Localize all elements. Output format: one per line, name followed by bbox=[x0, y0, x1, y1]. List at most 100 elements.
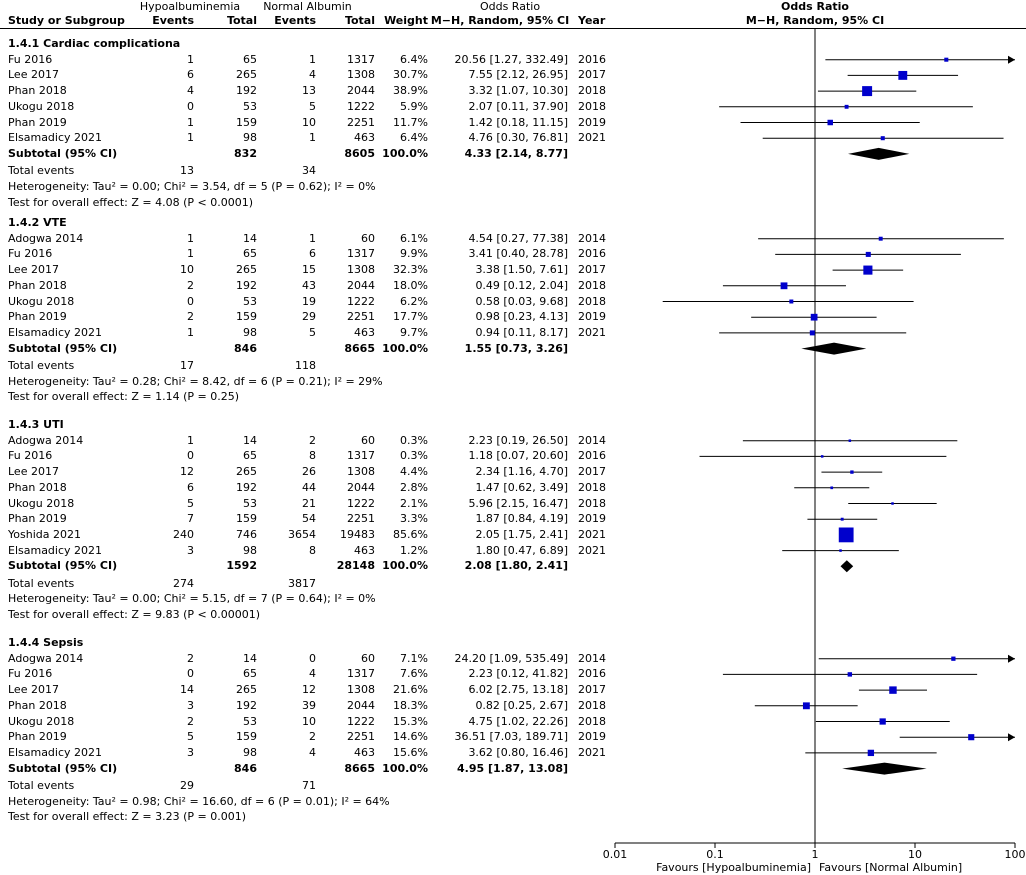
study-square bbox=[809, 330, 815, 336]
total1-cell: 265 bbox=[236, 683, 257, 697]
or-ci-cell: 1.87 [0.84, 4.19] bbox=[475, 512, 568, 526]
or-ci-cell: 2.23 [0.12, 41.82] bbox=[468, 667, 568, 681]
weight-cell: 15.3% bbox=[393, 714, 428, 728]
study-name: Phan 2018 bbox=[8, 698, 67, 712]
weight-cell: 17.7% bbox=[393, 310, 428, 324]
weight-cell: 85.6% bbox=[393, 527, 428, 541]
study-square bbox=[827, 119, 833, 126]
total-events-label: Total events bbox=[8, 576, 75, 590]
study-square bbox=[820, 455, 824, 458]
events1-cell: 5 bbox=[187, 730, 194, 744]
total1-cell: 192 bbox=[236, 698, 257, 712]
total-events-label: Total events bbox=[8, 358, 75, 372]
pooled-diamond bbox=[840, 560, 854, 573]
weight-cell: 30.7% bbox=[393, 68, 428, 82]
total1-cell: 159 bbox=[236, 115, 257, 129]
total1-cell: 265 bbox=[236, 68, 257, 82]
study-name: Lee 2017 bbox=[8, 683, 59, 697]
events2-cell: 5 bbox=[309, 99, 316, 113]
study-name: Yoshida 2021 bbox=[8, 527, 81, 541]
study-name: Ukogu 2018 bbox=[8, 99, 75, 113]
events2-cell: 2 bbox=[309, 433, 316, 447]
or-ci-cell: 4.54 [0.27, 77.38] bbox=[468, 231, 568, 245]
total-events2: 3817 bbox=[288, 576, 316, 590]
study-name: Adogwa 2014 bbox=[8, 651, 84, 665]
total1-cell: 65 bbox=[243, 247, 257, 261]
heterogeneity-text: Heterogeneity: Tau² = 0.00; Chi² = 3.54,… bbox=[8, 179, 376, 193]
study-name: Elsamadicy 2021 bbox=[8, 325, 103, 339]
subtotal-or-ci: 4.95 [1.87, 13.08] bbox=[457, 761, 568, 775]
year-cell: 2018 bbox=[578, 496, 606, 510]
events1-cell: 3 bbox=[187, 745, 194, 759]
year-cell: 2018 bbox=[578, 698, 606, 712]
or-ci-cell: 0.82 [0.25, 2.67] bbox=[475, 698, 568, 712]
events1-cell: 7 bbox=[187, 512, 194, 526]
total-events2: 34 bbox=[302, 164, 316, 178]
overall-effect-text: Test for overall effect: Z = 9.83 (P < 0… bbox=[8, 607, 260, 621]
subtotal-total2: 8605 bbox=[344, 146, 375, 160]
study-square bbox=[848, 439, 852, 442]
events1-cell: 3 bbox=[187, 698, 194, 712]
study-square bbox=[865, 251, 871, 257]
events1-cell: 0 bbox=[187, 449, 194, 463]
total1-cell: 14 bbox=[243, 231, 257, 245]
study-square bbox=[862, 86, 873, 97]
year-cell: 2014 bbox=[578, 231, 606, 245]
x-tick-label: 0.01 bbox=[603, 848, 628, 861]
total1-cell: 192 bbox=[236, 84, 257, 98]
study-table: 1.4.1 Cardiac complicationa Fu 2016 1 65 1 13… bbox=[8, 37, 606, 824]
events2-cell: 39 bbox=[302, 698, 316, 712]
overall-effect-text: Test for overall effect: Z = 3.23 (P = 0… bbox=[8, 810, 246, 824]
study-name: Phan 2019 bbox=[8, 512, 67, 526]
or-ci-cell: 24.20 [1.09, 535.49] bbox=[454, 651, 568, 665]
study-square bbox=[780, 282, 788, 290]
total2-cell: 1317 bbox=[347, 667, 375, 681]
year-cell: 2016 bbox=[578, 247, 606, 261]
year-cell: 2016 bbox=[578, 449, 606, 463]
study-name: Elsamadicy 2021 bbox=[8, 131, 103, 145]
study-square bbox=[844, 104, 849, 109]
total2-cell: 1308 bbox=[347, 465, 375, 479]
events2-cell: 0 bbox=[309, 651, 316, 665]
study-square bbox=[830, 486, 834, 490]
weight-cell: 0.3% bbox=[400, 433, 428, 447]
total2-cell: 2044 bbox=[347, 698, 375, 712]
year-cell: 2019 bbox=[578, 115, 606, 129]
study-square bbox=[840, 517, 844, 521]
total1-cell: 53 bbox=[243, 714, 257, 728]
or-ci-cell: 2.34 [1.16, 4.70] bbox=[475, 465, 568, 479]
or-ci-cell: 5.96 [2.15, 16.47] bbox=[468, 496, 568, 510]
events1-cell: 240 bbox=[173, 527, 194, 541]
study-square bbox=[863, 265, 873, 275]
year-cell: 2017 bbox=[578, 465, 606, 479]
weight-cell: 2.8% bbox=[400, 480, 428, 494]
total1-cell: 98 bbox=[243, 543, 257, 557]
events2-cell: 2 bbox=[309, 730, 316, 744]
events1-cell: 4 bbox=[187, 84, 194, 98]
study-square bbox=[880, 136, 885, 141]
total1-cell: 192 bbox=[236, 480, 257, 494]
subtotal-weight: 100.0% bbox=[382, 559, 428, 573]
total1-cell: 14 bbox=[243, 651, 257, 665]
subtotal-weight: 100.0% bbox=[382, 341, 428, 355]
weight-header: Weight bbox=[384, 14, 428, 27]
total2-header: Total bbox=[344, 14, 375, 27]
year-cell: 2021 bbox=[578, 745, 606, 759]
events1-cell: 3 bbox=[187, 543, 194, 557]
year-cell: 2017 bbox=[578, 263, 606, 277]
events2-cell: 4 bbox=[309, 745, 316, 759]
total-events1: 29 bbox=[180, 778, 194, 792]
study-square bbox=[951, 656, 956, 661]
subgroup-title: 1.4.4 Sepsis bbox=[8, 636, 84, 649]
study-square bbox=[944, 57, 949, 62]
events2-cell: 44 bbox=[302, 480, 316, 494]
total2-cell: 2251 bbox=[347, 310, 375, 324]
total2-cell: 463 bbox=[354, 745, 375, 759]
subtotal-total1: 846 bbox=[234, 761, 257, 775]
events1-cell: 5 bbox=[187, 496, 194, 510]
favours-left-label: Favours [Hypoalbuminemia] bbox=[656, 861, 811, 874]
study-square bbox=[867, 749, 875, 757]
subtotal-total1: 1592 bbox=[226, 559, 257, 573]
x-tick-label: 1 bbox=[812, 848, 819, 861]
or-ci-cell: 2.07 [0.11, 37.90] bbox=[468, 99, 568, 113]
